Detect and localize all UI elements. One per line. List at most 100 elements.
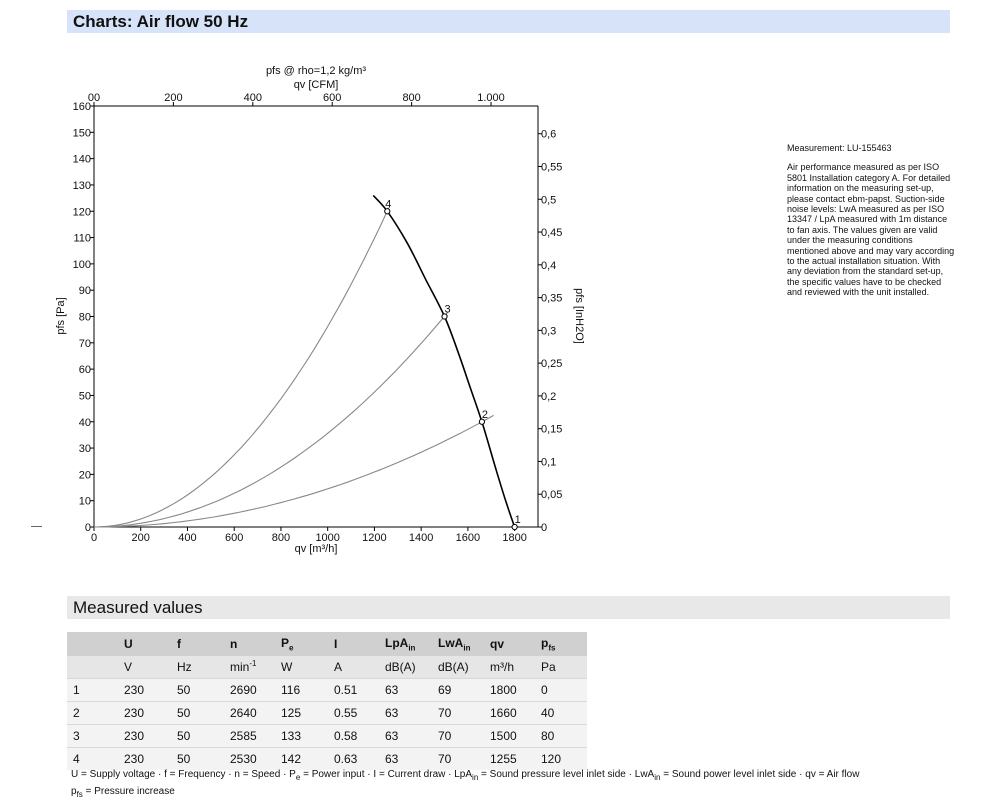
table-cell: 50 (171, 677, 224, 701)
table-cell: 133 (275, 723, 328, 747)
legend-text: p (71, 786, 77, 797)
table-cell: 2530 (224, 746, 275, 770)
table-cell: 116 (275, 677, 328, 701)
table-cell: 230 (118, 700, 171, 724)
operating-point-label: 3 (445, 304, 451, 316)
x-tick-label: 1600 (456, 532, 480, 544)
x-tick-label: 1200 (362, 532, 386, 544)
header-text: p (541, 635, 549, 650)
table-cell: 2 (67, 700, 118, 724)
table-cell: 1800 (484, 677, 535, 701)
table-cell: 63 (379, 700, 432, 724)
header-sub: in (463, 643, 471, 653)
legend-sub: in (654, 773, 661, 782)
header-cell (67, 632, 118, 656)
y2-tick-label: 0,45 (541, 227, 562, 239)
legend-text: = Power input · I = Current draw · LpA (300, 769, 473, 780)
table-cell: 50 (171, 700, 224, 724)
table-cell: 1660 (484, 700, 535, 724)
table-cell: 4 (67, 746, 118, 770)
y-tick-label: 110 (73, 233, 91, 245)
table-cell: 70 (432, 746, 484, 770)
y2-tick-label: 0,3 (541, 325, 556, 337)
legend-line-1: U = Supply voltage · f = Frequency · n =… (71, 768, 859, 785)
x-axis-label: qv [m³/h] (295, 543, 338, 555)
header-sub: e (289, 643, 294, 653)
header-text: P (281, 635, 290, 650)
y2-tick-label: 0,2 (541, 391, 556, 403)
legend-line-2: pfs = Pressure increase (71, 785, 859, 802)
legend-text: = Sound power level inlet side · qv = Ai… (660, 769, 860, 780)
y-tick-label: 80 (79, 312, 91, 324)
legend-text: = Sound pressure level inlet side · LwA (478, 769, 655, 780)
table-cell: 230 (118, 746, 171, 770)
y-tick-label: 140 (73, 154, 91, 166)
measurement-id: Measurement: LU-155463 (787, 143, 892, 153)
table-cell: 69 (432, 677, 484, 701)
y-tick-label: 130 (73, 180, 91, 192)
y2-tick-label: 0,1 (541, 456, 556, 468)
table-cell: 50 (171, 723, 224, 747)
operating-point-4 (384, 208, 391, 215)
unit-sup: -1 (249, 659, 257, 669)
unit-text: min (230, 660, 250, 675)
header-cell: qv (484, 632, 535, 656)
unit-cell: W (275, 656, 328, 678)
x-tick-label: 200 (132, 532, 150, 544)
table-cell: 0.55 (328, 700, 379, 724)
y-tick-label: 100 (73, 259, 91, 271)
unit-cell: A (328, 656, 379, 678)
x2-tick-label: 600 (323, 92, 341, 104)
system-curve-4 (93, 207, 390, 528)
x-tick-label: 1400 (409, 532, 433, 544)
y-tick-label: 30 (79, 443, 91, 455)
y2-tick-label: 0,35 (541, 293, 562, 305)
x-tick-label: 800 (272, 532, 290, 544)
y-tick-label: 20 (79, 469, 91, 481)
unit-cell: V (118, 656, 171, 678)
x-tick-label: 600 (225, 532, 243, 544)
y-tick-label: 120 (73, 206, 91, 218)
operating-point-label: 2 (482, 409, 488, 421)
table-cell: 2640 (224, 700, 275, 724)
header-cell: LpAin (379, 632, 432, 656)
measurement-note: Measurement: LU-155463 Air performance m… (787, 143, 957, 298)
header-cell: Pe (275, 632, 328, 656)
table-row: 4 230 50 2530 142 0.63 63 70 1255 120 (67, 746, 587, 770)
header-cell: f (171, 632, 224, 656)
legend-text: = Pressure increase (82, 786, 175, 797)
operating-point-3 (441, 313, 448, 320)
header-cell: I (328, 632, 379, 656)
table-header-row: U f n Pe I LpAin LwAin qv pfs (67, 632, 587, 656)
unit-cell: m³/h (484, 656, 535, 678)
y-tick-label: 70 (79, 338, 91, 350)
unit-cell: dB(A) (379, 656, 432, 678)
header-cell: pfs (535, 632, 587, 656)
table-cell: 50 (171, 746, 224, 770)
x2-tick-label: 800 (402, 92, 420, 104)
y2-axis-label: pfs [InH2O] (573, 288, 585, 344)
air-flow-chart: 0102030405060708090100110120130140150160… (55, 65, 585, 555)
table-cell: 0.58 (328, 723, 379, 747)
header-cell: LwAin (432, 632, 484, 656)
table-cell: 1255 (484, 746, 535, 770)
x2-tick-label: 200 (164, 92, 182, 104)
operating-point-label: 4 (385, 198, 391, 210)
table-cell: 1500 (484, 723, 535, 747)
table-cell: 1 (67, 677, 118, 701)
y2-tick-label: 0,5 (541, 194, 556, 206)
table-cell: 63 (379, 723, 432, 747)
y2-tick-label: 0,15 (541, 424, 562, 436)
table-cell: 80 (535, 723, 587, 747)
measurement-description: Air performance measured as per ISO 5801… (787, 162, 955, 298)
divider-mark (31, 526, 42, 527)
header-cell: U (118, 632, 171, 656)
unit-cell: Pa (535, 656, 587, 678)
x-tick-label: 1800 (502, 532, 526, 544)
header-sub: in (408, 643, 416, 653)
table-cell: 230 (118, 677, 171, 701)
table-cell: 40 (535, 700, 587, 724)
measured-values-table: U f n Pe I LpAin LwAin qv pfs V Hz min-1… (67, 632, 587, 770)
y-tick-label: 60 (79, 364, 91, 376)
legend-sub: e (295, 773, 301, 782)
